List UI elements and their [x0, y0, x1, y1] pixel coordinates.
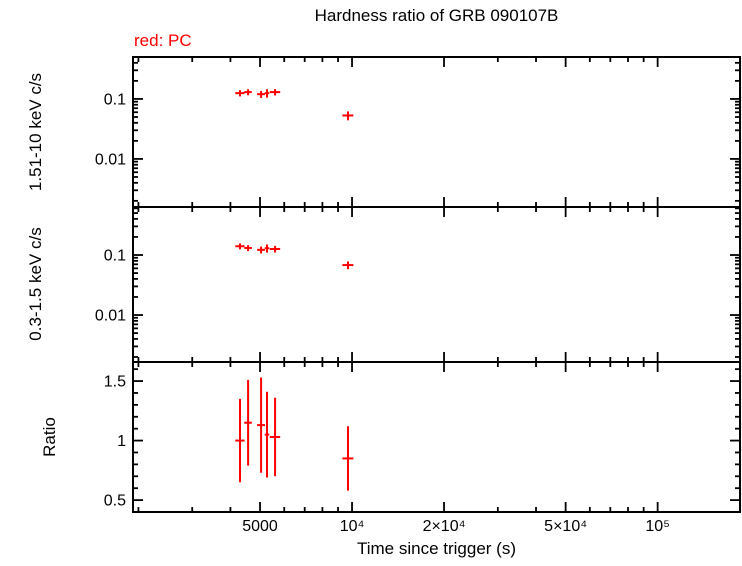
- panel-hard-band: 0.1 0.01: [95, 56, 741, 208]
- data-point: [269, 397, 281, 477]
- axis-ticks: [134, 363, 739, 511]
- x-tick-label: 5×10⁴: [544, 518, 587, 535]
- data-point: [342, 111, 354, 121]
- y-tick-label: 0.1: [104, 91, 126, 108]
- x-tick-label: 2×10⁴: [423, 518, 466, 535]
- y-tick-label: 0.5: [104, 493, 126, 510]
- data-point: [257, 377, 265, 473]
- chart-title: Hardness ratio of GRB 090107B: [314, 6, 559, 25]
- data-point: [269, 245, 281, 253]
- panel-ratio: 0.5 1 1.5: [104, 361, 741, 513]
- data-point: [342, 426, 354, 491]
- data-point: [235, 90, 245, 97]
- data-point: [257, 246, 265, 254]
- y-tick-label: 0.01: [95, 308, 126, 325]
- y-tick-label: 1: [117, 433, 126, 450]
- x-tick-label: 10⁵: [645, 518, 669, 535]
- series-soft-band: [235, 243, 354, 270]
- x-axis-label: Time since trigger (s): [356, 539, 516, 558]
- series-ratio: [235, 377, 354, 491]
- panel-soft-band: 0.1 0.01: [95, 206, 741, 363]
- panel-frame: [132, 206, 741, 363]
- x-tick-label: 5000: [242, 518, 278, 535]
- y-tick-label: 0.01: [95, 151, 126, 168]
- y-tick-label: 1.5: [104, 374, 126, 391]
- data-point: [264, 89, 270, 98]
- axis-ticks: [134, 58, 739, 206]
- panel-frame: [132, 56, 741, 208]
- axis-ticks: [134, 207, 739, 361]
- data-point: [244, 89, 252, 96]
- panel-frame: [132, 361, 741, 513]
- y-tick-label: 0.1: [104, 248, 126, 265]
- data-point: [264, 244, 270, 253]
- series-hard-band: [235, 89, 354, 121]
- data-point: [235, 398, 245, 483]
- data-point: [264, 391, 270, 478]
- data-point: [269, 89, 281, 96]
- data-point: [342, 261, 354, 270]
- data-point: [257, 90, 265, 98]
- x-tick-label: 10⁴: [340, 518, 365, 535]
- data-point: [244, 379, 252, 466]
- data-point: [235, 243, 245, 250]
- mode-legend-label: red: PC: [134, 31, 192, 50]
- data-point: [244, 245, 252, 252]
